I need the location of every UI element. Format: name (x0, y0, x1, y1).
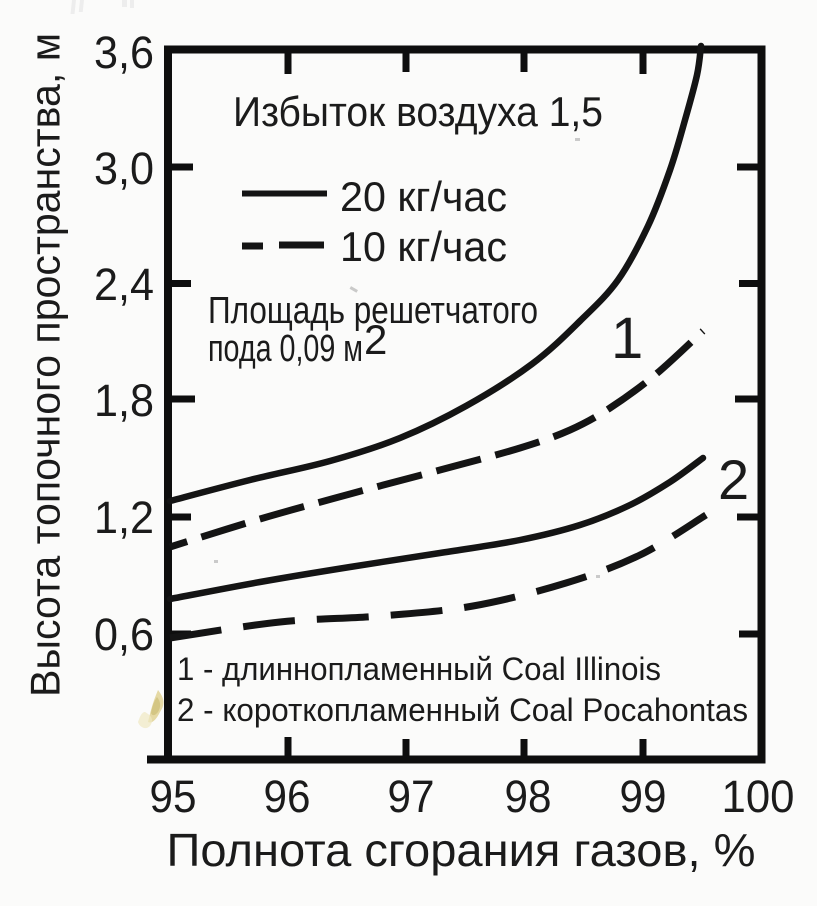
svg-text:1 - длиннопламенный Coal Illin: 1 - длиннопламенный Coal Illinois (177, 651, 661, 687)
svg-text:2 - короткопламенный Coal Poca: 2 - короткопламенный Coal Pocahontas (177, 692, 748, 728)
svg-text:2,4: 2,4 (94, 259, 154, 310)
svg-text:98: 98 (505, 771, 552, 822)
svg-text:1: 1 (611, 306, 643, 371)
svg-text:1,2: 1,2 (94, 492, 154, 543)
svg-text:Избыток воздуха 1,5: Избыток воздуха 1,5 (233, 88, 603, 135)
svg-text:1,8: 1,8 (94, 375, 154, 426)
svg-text:100: 100 (722, 771, 795, 822)
svg-text:97: 97 (388, 771, 435, 822)
svg-text:Полнота сгорания газов, %: Полнота сгорания газов, % (167, 824, 756, 876)
svg-text:3,6: 3,6 (94, 27, 154, 78)
svg-text:99: 99 (620, 771, 667, 822)
svg-text:0,6: 0,6 (94, 609, 154, 660)
svg-text:2: 2 (364, 316, 387, 363)
svg-text:3,0: 3,0 (94, 143, 154, 194)
svg-text:пода 0,09 м: пода 0,09 м (208, 328, 363, 370)
svg-text:10 кг/час: 10 кг/час (340, 223, 507, 270)
svg-text:Площадь решетчатого: Площадь решетчатого (208, 290, 538, 332)
svg-text:Высота топочного пространства,: Высота топочного пространства, м (22, 33, 69, 697)
svg-text:95: 95 (150, 771, 197, 822)
svg-text:2: 2 (718, 448, 749, 511)
svg-text:20 кг/час: 20 кг/час (340, 173, 507, 220)
svg-text:96: 96 (264, 771, 311, 822)
